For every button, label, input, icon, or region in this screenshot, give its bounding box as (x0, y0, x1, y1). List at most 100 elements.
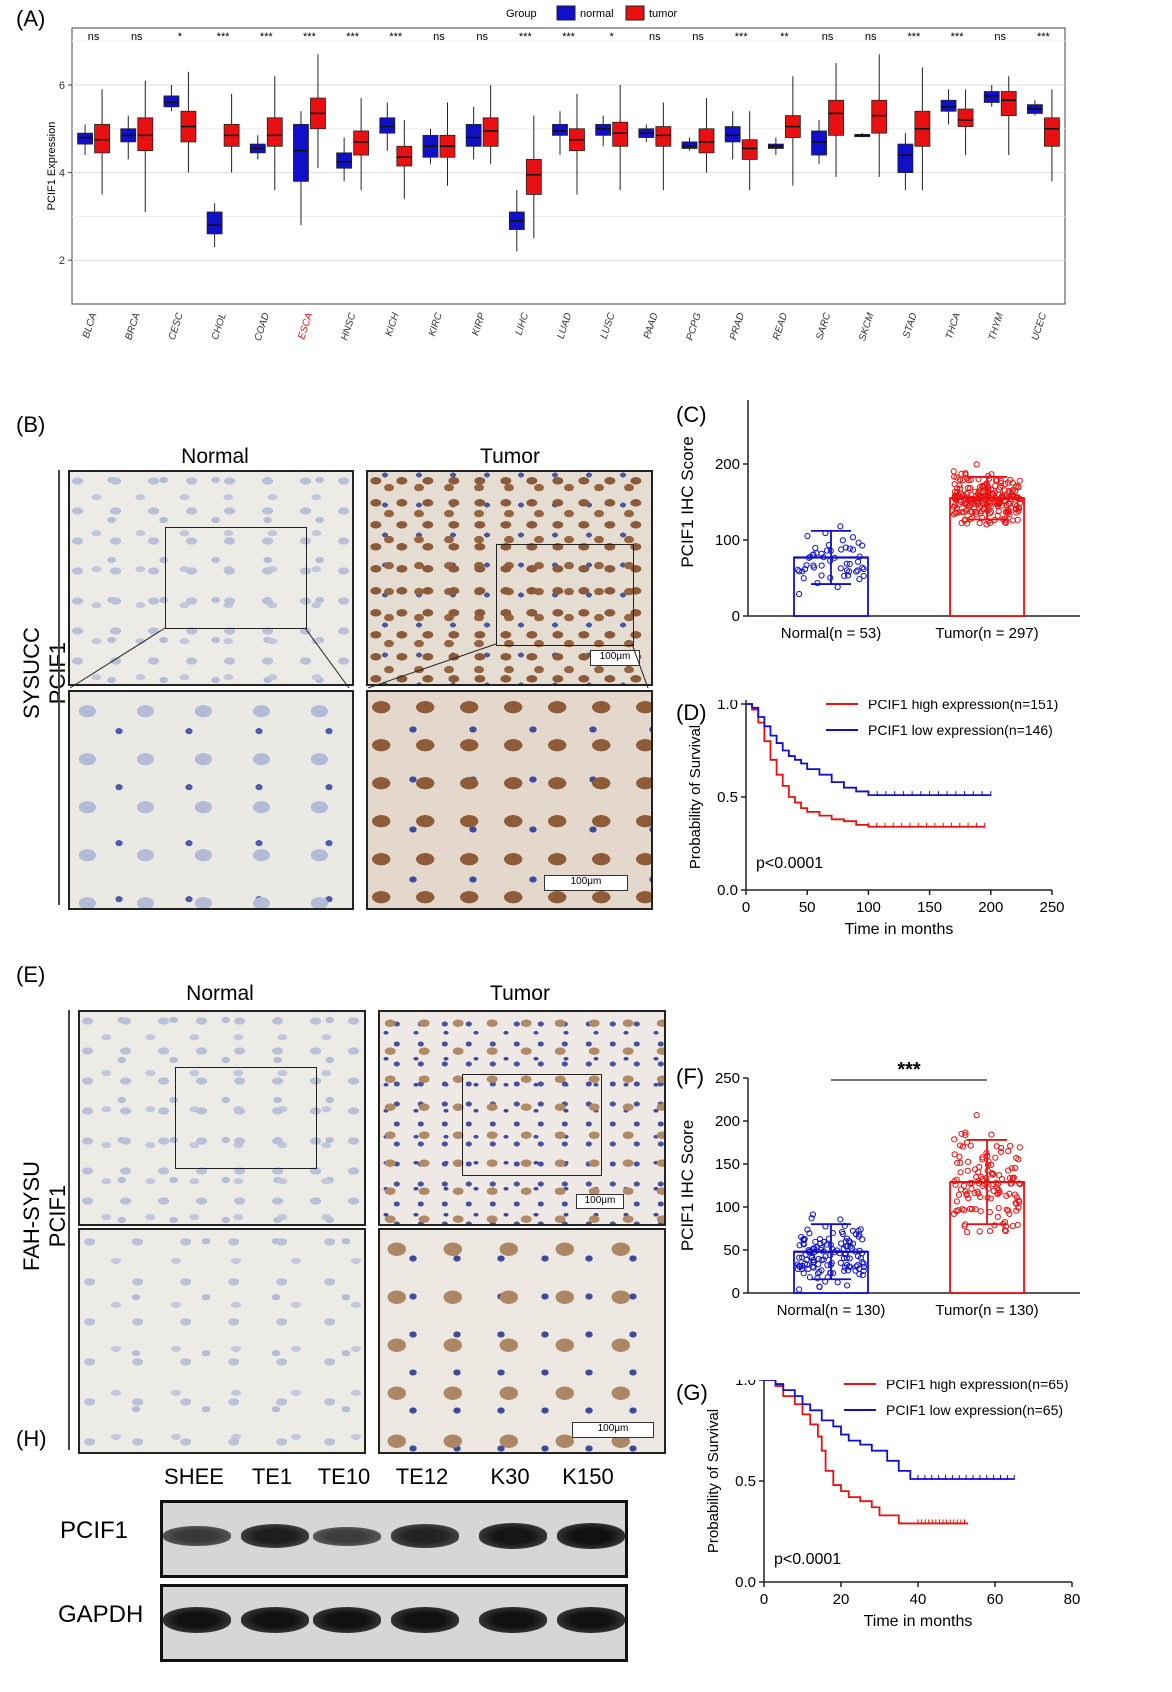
scale-bar-zoom-label: 100μm (570, 876, 602, 887)
scale-bar-zoom-label: 100μm (597, 1423, 629, 1434)
row-divider-b (58, 470, 60, 905)
data-point (956, 1153, 963, 1160)
box-normal-luad (552, 123, 568, 136)
column-head-normal-e: Normal (186, 982, 254, 1005)
zoom-inset-box (175, 1067, 317, 1169)
column-head-normal-b: Normal (181, 445, 249, 468)
y-tick-label: 2 (59, 255, 65, 267)
zoom-inset-box (496, 544, 634, 646)
significance-label: ** (780, 31, 789, 43)
box-normal-blca (77, 132, 93, 145)
data-point (837, 1216, 844, 1223)
significance-label: ns (131, 31, 143, 43)
data-point (995, 1204, 1002, 1212)
significance-label: ns (476, 31, 488, 43)
data-point (994, 512, 1001, 519)
box-tumor-kirp (482, 117, 499, 147)
blot-band-gapdh (241, 1607, 309, 1633)
x-tick-label: Normal(n = 53) (781, 625, 881, 642)
data-point (971, 1189, 978, 1197)
column-head-tumor-b: Tumor (480, 445, 540, 468)
ihc-image-tumor-low-e: 100μm (378, 1010, 666, 1226)
x-tick-label: 100 (856, 899, 881, 916)
data-point (957, 1142, 964, 1149)
data-point (1002, 1227, 1009, 1235)
significance-label: *** (217, 31, 231, 43)
data-point (973, 1112, 980, 1119)
data-point (1006, 1210, 1013, 1217)
significance-label: ns (692, 31, 704, 43)
blot-band-gapdh (163, 1607, 231, 1633)
data-point (1016, 477, 1023, 484)
blot-band-gapdh (557, 1607, 625, 1633)
y-tick-label: 6 (59, 80, 65, 92)
data-point (846, 545, 853, 552)
significance-label: *** (1037, 31, 1051, 43)
data-point (1008, 1180, 1015, 1187)
data-point (804, 1261, 811, 1268)
x-axis-label: Time in months (845, 921, 954, 938)
data-point (965, 1158, 972, 1165)
box-tumor-thca (957, 108, 974, 127)
box-normal-thca (940, 99, 957, 112)
data-point (996, 1172, 1003, 1179)
survival-curve-low (746, 703, 991, 797)
data-point (991, 1222, 998, 1229)
data-point (803, 562, 810, 569)
data-point (855, 1227, 862, 1234)
data-point (986, 1227, 994, 1235)
x-tick-label: 250 (1039, 899, 1064, 916)
data-point (961, 509, 968, 516)
data-point (990, 1187, 997, 1194)
data-point (972, 496, 980, 503)
box-normal-stad (897, 143, 914, 173)
data-point (976, 520, 983, 527)
western-blot-pcif1 (160, 1500, 628, 1578)
data-point (795, 1286, 803, 1293)
legend-swatch-normal (556, 5, 576, 21)
scale-bar-label: 100μm (584, 1195, 616, 1206)
x-tick-label: 0 (742, 899, 750, 916)
scale-bar-zoom: 100μm (572, 1422, 654, 1438)
western-lane-labels: SHEE TE1 TE10 TE12 K30 K150 (160, 1464, 630, 1494)
data-point (816, 1283, 823, 1290)
data-point (1014, 1221, 1021, 1229)
box-normal-esca (293, 123, 309, 182)
data-point (983, 521, 990, 528)
data-point (816, 1268, 823, 1276)
scale-bar: 100μm (590, 650, 640, 666)
data-point (809, 1211, 817, 1218)
data-point (816, 1236, 824, 1243)
x-tick-label: 0 (760, 1591, 768, 1608)
data-point (971, 505, 978, 512)
y-tick-label: 0.0 (717, 882, 738, 899)
data-point (973, 1174, 980, 1181)
y-tick-label: 0.0 (735, 1574, 756, 1591)
data-point (967, 1205, 974, 1212)
panel-label-f: (F) (676, 1064, 705, 1089)
data-point (839, 537, 846, 544)
data-point (841, 1222, 848, 1229)
lane-label: TE10 (317, 1464, 371, 1489)
data-point (800, 1236, 807, 1243)
blot-band-gapdh (313, 1607, 381, 1633)
data-point (817, 1240, 824, 1247)
data-point (859, 1272, 866, 1279)
data-point (1006, 1190, 1013, 1197)
data-point (1003, 1206, 1010, 1213)
data-point (1017, 499, 1024, 506)
blot-band-pcif1 (163, 1526, 231, 1546)
data-point (856, 1231, 863, 1238)
lane-label: TE1 (251, 1464, 293, 1489)
data-point (1001, 1227, 1009, 1234)
y-axis-label: Probability of Survival (687, 725, 704, 869)
data-point (855, 539, 862, 546)
scale-bar-zoom: 100μm (544, 875, 628, 891)
data-point (952, 496, 959, 503)
data-point (814, 1270, 822, 1277)
x-tick-label: 20 (833, 1591, 850, 1608)
data-point (859, 1236, 866, 1243)
data-point (951, 488, 959, 495)
data-point (814, 580, 821, 587)
data-point (1012, 1164, 1019, 1172)
